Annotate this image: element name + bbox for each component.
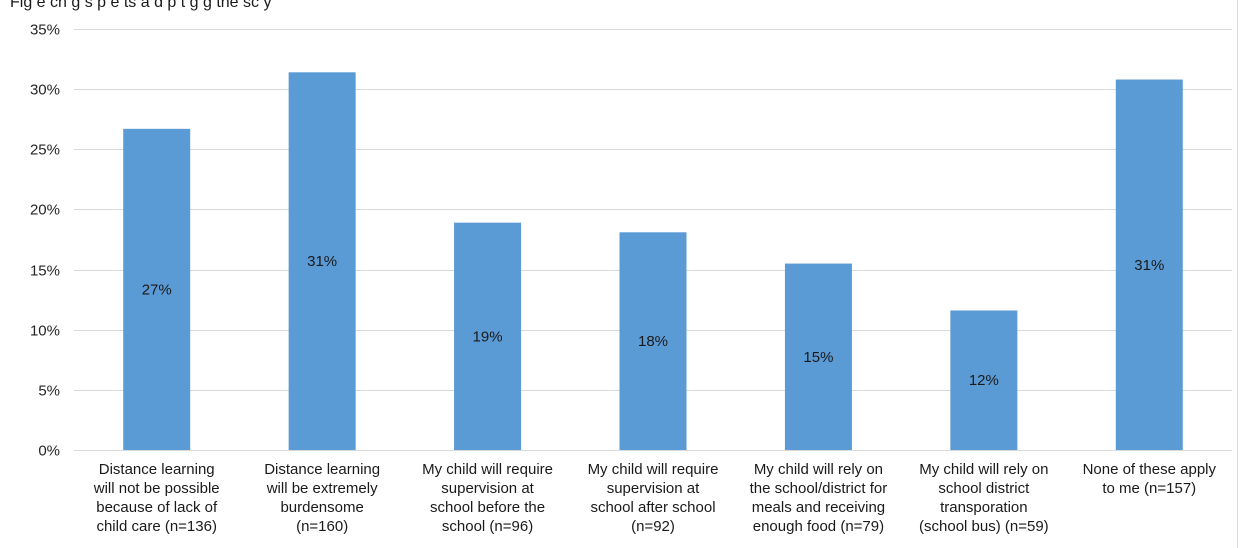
category-label-line: child care (n=136) (96, 518, 216, 535)
data-label: 18% (638, 333, 668, 350)
category-label-line: None of these apply (1083, 461, 1217, 478)
bar (454, 222, 522, 450)
category-label: My child will require supervision at schoo… (588, 461, 719, 535)
data-label: 31% (1134, 257, 1164, 274)
category-label: Distance learning will not be possible bec… (93, 461, 220, 535)
data-label: 31% (307, 253, 337, 270)
y-tick-label: 35% (30, 22, 60, 39)
category-label-line: the school/district for (750, 480, 888, 497)
category-label: My child will require supervision at schoo… (422, 461, 553, 535)
bar (123, 128, 191, 450)
category-label-line: supervision at (441, 480, 534, 497)
category-label-line: Distance learning (99, 461, 215, 478)
y-tick-label: 15% (30, 263, 60, 280)
bar (1115, 79, 1183, 451)
bar (288, 72, 356, 450)
category-label-line: (school bus) (n=59) (919, 518, 1049, 535)
category-label-line: My child will rely on (754, 461, 883, 478)
y-tick-label: 20% (30, 202, 60, 219)
chart-title: Fig e ch g s p e ts a d p t g g the sc y (10, 0, 271, 11)
category-label-line: supervision at (607, 480, 700, 497)
category-label-line: because of lack of (96, 499, 218, 516)
y-axis-ticks: 0% 5% 10% 15% 20% 25% 30% 35% (30, 22, 60, 460)
category-label-line: enough food (n=79) (753, 518, 884, 535)
y-tick-label: 30% (30, 82, 60, 99)
category-label-line: transporation (940, 499, 1028, 516)
y-tick-label: 5% (38, 383, 60, 400)
category-label-line: My child will require (588, 461, 719, 478)
category-label-line: (n=160) (296, 518, 348, 535)
bar (784, 263, 852, 450)
category-label-line: My child will require (422, 461, 553, 478)
category-label-line: school (n=96) (442, 518, 533, 535)
y-tick-label: 25% (30, 142, 60, 159)
data-labels: 27% 31% 19% 18% 15% 12% 31% (142, 253, 1165, 389)
category-label-line: school before the (430, 499, 545, 516)
category-label-line: meals and receiving (752, 499, 885, 516)
bar (619, 232, 687, 450)
category-label-line: to me (n=157) (1102, 480, 1196, 497)
category-label-line: burdensome (280, 499, 363, 516)
category-label-line: My child will rely on (919, 461, 1048, 478)
category-label: My child will rely on school district tran… (919, 461, 1049, 535)
category-label-line: school district (938, 480, 1030, 497)
category-labels: Distance learning will not be possible bec… (93, 461, 1217, 535)
category-label: Distance learning will be extremely burden… (264, 461, 380, 535)
category-label: My child will rely on the school/district… (750, 461, 888, 535)
category-label: None of these apply to me (n=157) (1083, 461, 1217, 497)
category-label-line: will not be possible (93, 480, 220, 497)
data-label: 19% (473, 328, 503, 345)
data-label: 12% (969, 372, 999, 389)
bar (950, 310, 1018, 450)
category-label-line: school after school (590, 499, 715, 516)
data-label: 27% (142, 281, 172, 298)
category-label-line: will be extremely (266, 480, 378, 497)
bars (123, 72, 1183, 451)
y-tick-label: 0% (38, 443, 60, 460)
category-label-line: (n=92) (631, 518, 675, 535)
category-label-line: Distance learning (264, 461, 380, 478)
data-label: 15% (803, 349, 833, 366)
y-tick-label: 10% (30, 323, 60, 340)
